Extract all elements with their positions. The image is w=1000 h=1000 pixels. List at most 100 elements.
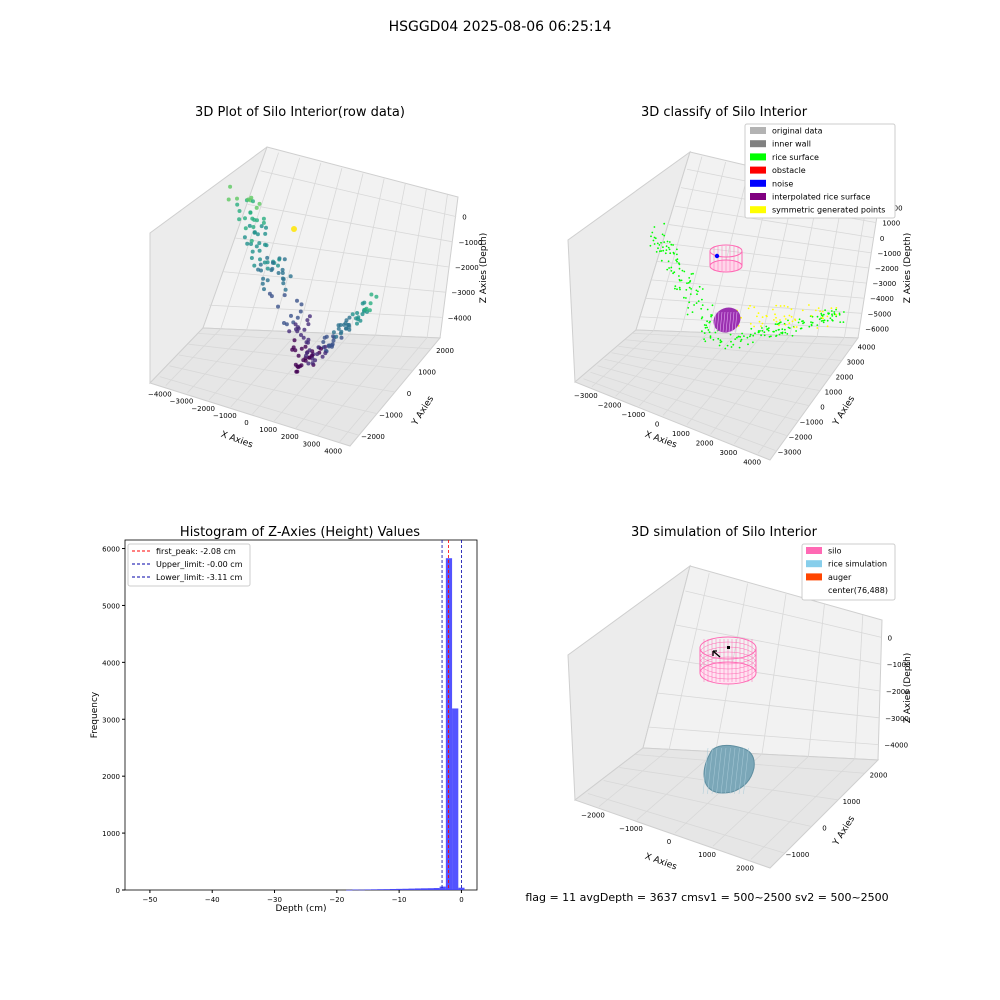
classify-rice-point — [778, 328, 780, 331]
classify-symmetric-point — [779, 305, 782, 307]
raw-point — [356, 315, 361, 320]
raw-point — [306, 340, 310, 345]
raw-point — [313, 358, 318, 363]
classify-symmetric-point — [826, 315, 829, 318]
cls-y-gridline — [611, 352, 820, 391]
classify-rice-point — [778, 333, 781, 336]
cls-y-gridline — [618, 345, 831, 376]
classify-rice-point — [697, 290, 699, 293]
classify-rice-point — [818, 318, 821, 321]
classify-rice-point — [816, 315, 819, 318]
raw-point — [323, 344, 328, 349]
raw-point — [347, 327, 352, 332]
classify-rice-point — [741, 332, 743, 335]
classify-rice-point — [676, 260, 678, 263]
classify-rice-point — [820, 312, 823, 315]
raw-point — [261, 220, 266, 225]
simulation-rice-shape — [703, 744, 755, 794]
cls-x-gridline — [639, 332, 709, 407]
raw-point — [263, 231, 268, 236]
histogram-y-tick-label: 5000 — [102, 602, 120, 610]
classify-symmetric-point — [784, 318, 787, 320]
classify-rice-point — [700, 317, 703, 320]
histogram-bar — [396, 888, 403, 890]
classify-symmetric-point — [826, 325, 829, 328]
histogram-bar — [383, 889, 390, 890]
cls-x-tick-label: 3000 — [719, 449, 737, 457]
classify-rice-point — [757, 330, 760, 332]
classify-legend-swatch — [750, 206, 766, 214]
raw-point — [363, 307, 368, 312]
simulation-rice-mesh-line — [729, 747, 736, 795]
histogram-reference-lines — [441, 540, 462, 890]
classify-rice-point — [820, 320, 823, 322]
classify-rice-point — [653, 243, 656, 245]
cls-y-gridline — [625, 339, 842, 361]
raw-gridlines — [159, 152, 457, 443]
classify-rice-point — [654, 237, 657, 240]
raw-point — [367, 308, 372, 313]
raw-x-tick-label: −2000 — [191, 405, 215, 413]
raw-point — [262, 260, 267, 265]
classify-axes-box: −3000−2000−100001000200030004000−3000−20… — [567, 150, 903, 466]
histogram-y-tick-label: 0 — [116, 887, 120, 895]
classify-rice-point — [706, 308, 709, 311]
classify-rice-point — [681, 269, 684, 272]
classify-rice-point — [706, 320, 708, 323]
histogram-bar — [420, 888, 428, 890]
classify-rice-point — [776, 323, 779, 326]
classify-rice-point — [676, 258, 679, 261]
figure-suptitle: HSGGD04 2025-08-06 06:25:14 — [389, 19, 612, 35]
raw-y-gridline — [169, 365, 378, 414]
raw-point — [299, 302, 304, 307]
classify-symmetric-point — [821, 316, 823, 319]
raw-point — [319, 346, 323, 351]
raw-x-tick-label: −3000 — [170, 398, 194, 406]
classify-rice-point — [662, 249, 665, 252]
raw-point — [298, 309, 303, 314]
classify-rice-point — [688, 286, 691, 289]
raw-point — [282, 321, 286, 325]
simulation-rice-mesh-line — [734, 747, 740, 795]
raw-z-tick-label: −4000 — [448, 314, 472, 322]
classify-rice-point — [683, 270, 686, 273]
sim-z-gridline — [685, 590, 882, 638]
classify-rice-point — [757, 331, 760, 334]
classify-rice-point — [678, 275, 680, 277]
histogram-bar — [364, 889, 372, 891]
cls-y-gridline — [583, 378, 776, 451]
raw-point — [310, 353, 315, 358]
classify-symmetric-point — [783, 315, 786, 318]
classify-rice-point — [701, 316, 704, 318]
classify-legend-label: symmetric generated points — [772, 206, 885, 215]
raw-point — [264, 225, 268, 230]
classify-symmetric-point — [819, 310, 821, 313]
classify-rice-point — [656, 242, 659, 245]
classify-rice-point — [658, 244, 661, 246]
simulation-rice-mesh-line — [738, 747, 745, 795]
sim-x-gridline — [636, 751, 716, 821]
sim-y-tick-label: 2000 — [870, 771, 888, 779]
panel-raw-data: 3D Plot of Silo Interior(row data) −4000… — [148, 105, 489, 455]
cls-z-gridline — [668, 224, 872, 254]
simulation-legend-swatch — [806, 547, 822, 554]
classify-symmetric-point — [791, 320, 794, 323]
classify-rice-point — [788, 327, 791, 329]
classify-rice-point — [711, 314, 713, 317]
raw-x-gridline-wall — [246, 157, 301, 330]
classify-rice-point — [843, 311, 845, 313]
cls-z-tick-label: −1000 — [877, 250, 901, 258]
raw-point — [299, 346, 304, 351]
simulation-legend: silo rice simulation auger center(76,488) — [801, 543, 896, 601]
classify-rice-point — [726, 344, 729, 347]
classify-rice-point — [766, 328, 768, 331]
raw-point — [228, 184, 233, 189]
classify-rice-point — [676, 288, 678, 291]
classify-interpolated-line — [722, 311, 726, 333]
classify-rice-point — [770, 335, 772, 338]
simulation-tick-labels: −2000 −1000 0 1000 2000 −1000 0 1000 2000 0 −1000 −… — [581, 634, 910, 872]
classify-rice-point — [729, 333, 732, 336]
raw-point — [321, 340, 326, 344]
raw-x-gridline-wall — [323, 173, 364, 334]
classify-legend-swatch — [750, 127, 766, 134]
